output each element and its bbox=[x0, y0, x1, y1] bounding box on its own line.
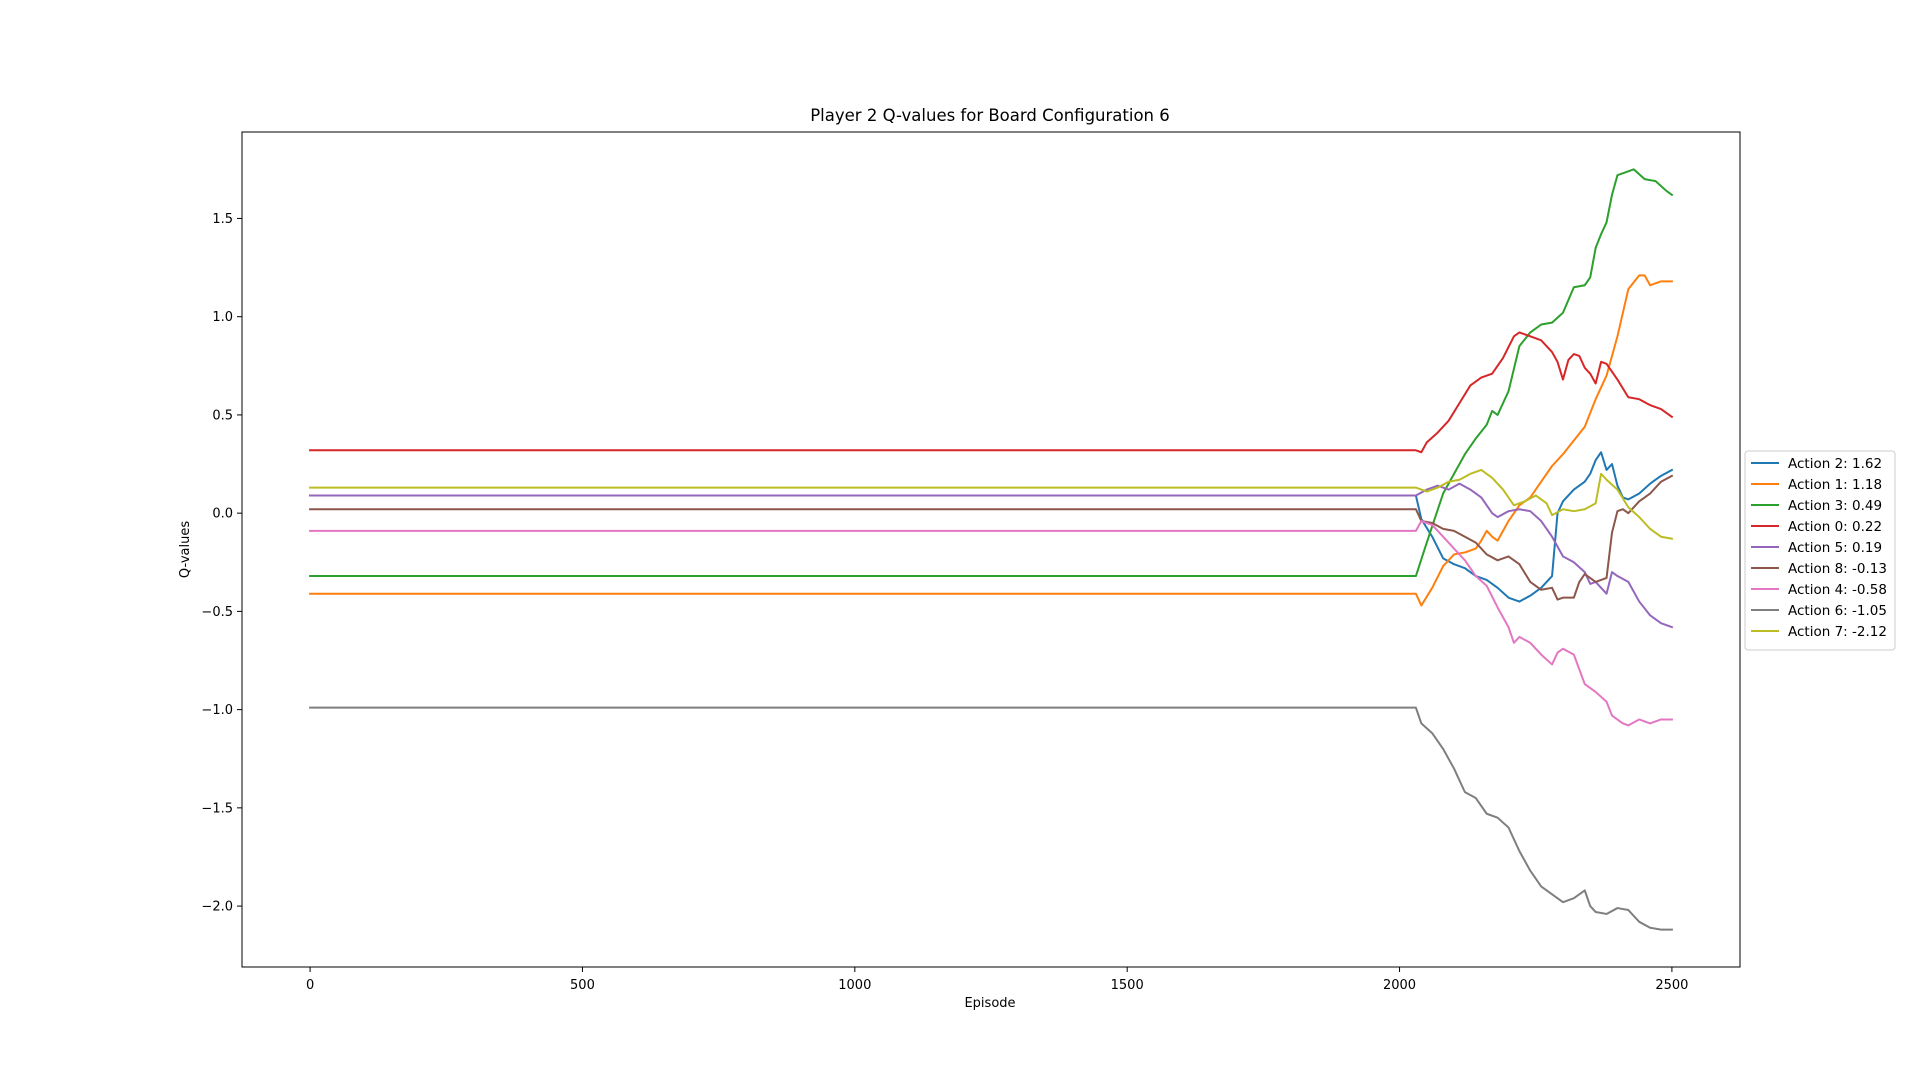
chart-title: Player 2 Q-values for Board Configuratio… bbox=[810, 106, 1170, 125]
legend-entry-4: Action 5: 0.19 bbox=[1788, 540, 1882, 556]
legend-entry-2: Action 3: 0.49 bbox=[1788, 498, 1882, 514]
x-axis: 0 500 1000 1500 2000 2500 bbox=[306, 967, 1688, 993]
series-line-3 bbox=[309, 331, 1674, 454]
x-tick-label: 500 bbox=[570, 978, 595, 993]
series-line-2 bbox=[309, 168, 1674, 578]
x-axis-title: Episode bbox=[964, 996, 1015, 1011]
legend-entry-1: Action 1: 1.18 bbox=[1788, 477, 1882, 493]
series-line-7 bbox=[309, 706, 1673, 931]
series-line-5 bbox=[309, 474, 1674, 601]
legend-entry-8: Action 7: -2.12 bbox=[1788, 624, 1887, 640]
legend-box bbox=[1744, 450, 1896, 651]
legend-entry-7: Action 6: -1.05 bbox=[1788, 603, 1887, 619]
y-tick-label: −1.5 bbox=[201, 801, 233, 816]
y-axis-title: Q-values bbox=[178, 521, 193, 578]
y-axis: −2.0 −1.5 −1.0 −0.5 0.0 0.5 1.0 1.5 bbox=[201, 212, 242, 915]
series-line-4 bbox=[309, 482, 1674, 629]
series-lines bbox=[309, 168, 1674, 931]
y-tick-label: −0.5 bbox=[201, 605, 233, 620]
x-tick-label: 0 bbox=[306, 978, 314, 993]
y-tick-label: 1.5 bbox=[212, 212, 233, 227]
y-tick-label: 1.0 bbox=[212, 310, 233, 325]
legend-entry-0: Action 2: 1.62 bbox=[1788, 456, 1882, 472]
y-tick-label: −2.0 bbox=[201, 900, 233, 915]
x-tick-label: 1000 bbox=[838, 978, 871, 993]
plot-area-frame bbox=[241, 131, 1741, 968]
legend-entry-6: Action 4: -0.58 bbox=[1788, 582, 1887, 598]
series-line-6 bbox=[309, 520, 1673, 727]
y-tick-label: 0.0 bbox=[212, 507, 233, 522]
y-tick-label: 0.5 bbox=[212, 408, 233, 423]
legend-entry-5: Action 8: -0.13 bbox=[1788, 561, 1887, 577]
legend-entry-3: Action 0: 0.22 bbox=[1788, 519, 1882, 535]
x-tick-label: 2500 bbox=[1655, 978, 1688, 993]
y-tick-label: −1.0 bbox=[201, 703, 233, 718]
x-tick-label: 2000 bbox=[1383, 978, 1416, 993]
legend: Action 2: 1.62 Action 1: 1.18 Action 3: 0.… bbox=[1744, 450, 1896, 651]
series-line-8 bbox=[309, 468, 1674, 540]
x-tick-label: 1500 bbox=[1111, 978, 1144, 993]
